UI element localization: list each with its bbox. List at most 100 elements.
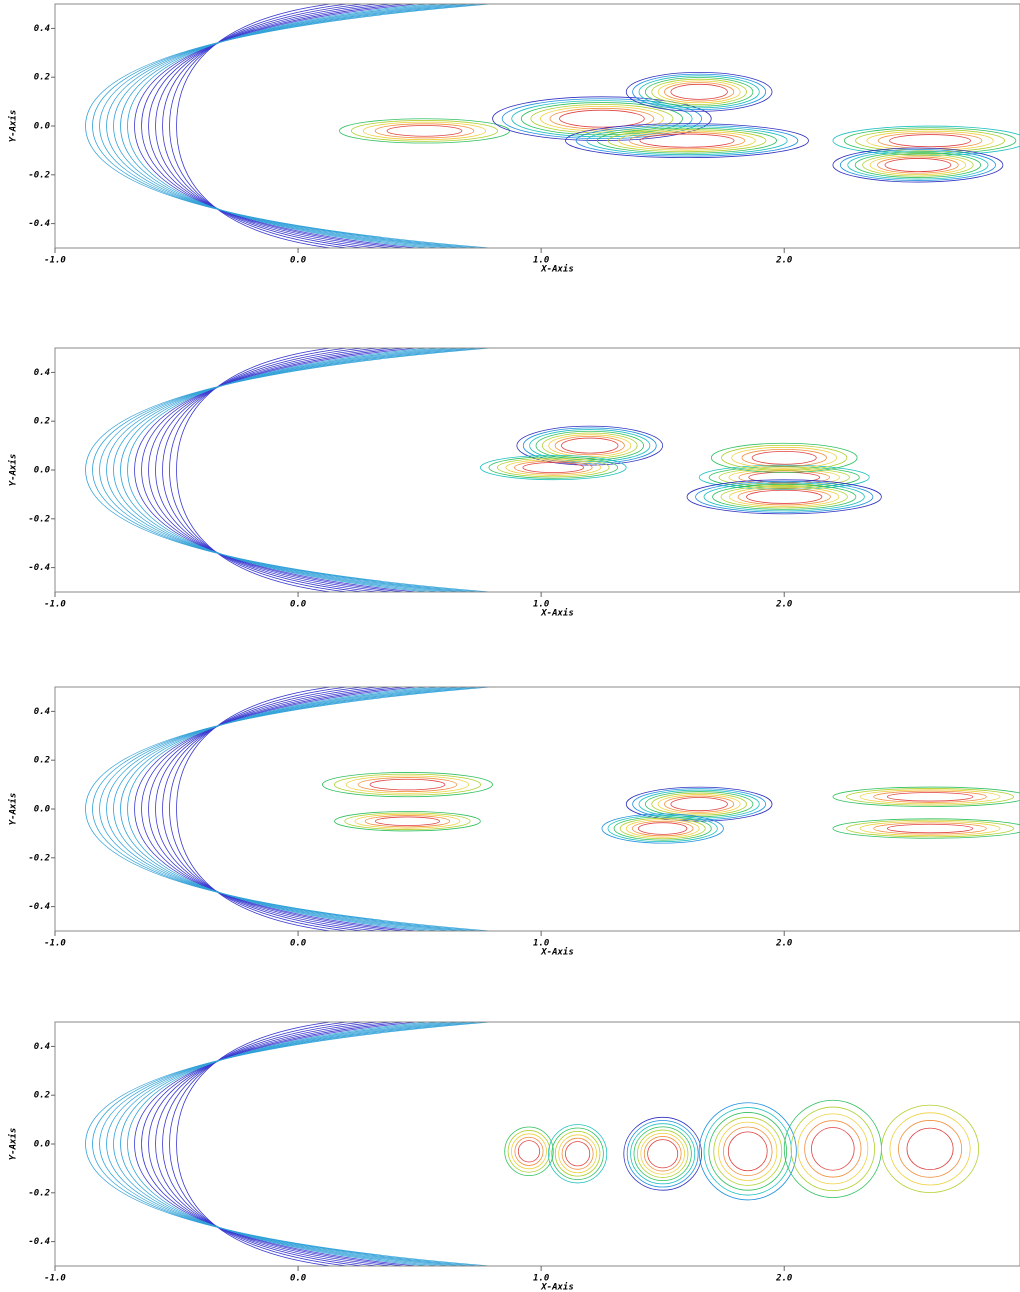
contour-line xyxy=(881,1104,980,1194)
contour-line xyxy=(748,471,821,483)
y-tick-label: 0.2 xyxy=(34,1091,50,1101)
contour-line xyxy=(854,152,982,178)
contour-line xyxy=(357,777,458,793)
plot-frame xyxy=(54,686,1020,932)
y-tick-label: 0.0 xyxy=(34,122,51,132)
contour-line xyxy=(106,348,467,592)
contour-line xyxy=(169,687,351,931)
contour-line xyxy=(339,118,510,144)
contour-line xyxy=(723,1126,773,1177)
contour-line xyxy=(664,795,735,813)
contour-line xyxy=(698,464,870,490)
contour-line xyxy=(884,158,952,173)
contour-line xyxy=(710,442,858,473)
contour-line xyxy=(120,687,445,931)
contour-line xyxy=(832,818,1020,839)
y-tick-label: 0.4 xyxy=(34,24,50,34)
contour-line xyxy=(637,1129,689,1178)
contour-line xyxy=(106,687,467,931)
contour-line xyxy=(554,435,625,456)
y-tick-label: 0.2 xyxy=(34,756,50,766)
contour-line xyxy=(155,348,382,592)
contour-line xyxy=(873,790,987,803)
contour-line xyxy=(846,819,1015,838)
contour-line xyxy=(99,4,477,248)
contour-line xyxy=(134,4,422,248)
contour-line xyxy=(889,1112,971,1186)
contour-panel: -1.0 0.0 1.0 2.0 0.4 0.2 0.0 -0.2 -0.4 X-Axis Y-Ax… xyxy=(8,686,1020,958)
contour-line xyxy=(811,1127,855,1171)
contour-line xyxy=(354,813,461,829)
contour-line xyxy=(640,1132,685,1175)
contour-line xyxy=(162,4,368,248)
contour-line xyxy=(99,348,477,592)
contour-line xyxy=(497,457,610,478)
contour-line xyxy=(344,812,471,830)
contour-line xyxy=(626,1120,699,1188)
contour-line xyxy=(522,462,585,474)
y-tick-label: 0.4 xyxy=(34,368,50,378)
contour-line xyxy=(141,1022,409,1266)
contour-line xyxy=(651,78,747,105)
contour-line xyxy=(628,132,746,150)
contour-line xyxy=(148,687,396,931)
contour-line xyxy=(664,82,735,102)
contour-line xyxy=(631,820,694,837)
contour-line xyxy=(551,1127,604,1180)
contour-line xyxy=(651,792,747,816)
contour-line xyxy=(898,1120,963,1178)
contour-line xyxy=(134,348,422,592)
contour-line xyxy=(127,348,434,592)
y-tick-label: -0.2 xyxy=(28,853,50,863)
contour-panel: -1.0 0.0 1.0 2.0 0.4 0.2 0.0 -0.2 -0.4 X-Axis Y-Ax… xyxy=(8,3,1020,275)
y-tick-label: 0.0 xyxy=(34,466,51,476)
contour-line xyxy=(120,1022,445,1266)
contour-line xyxy=(364,815,451,828)
contour-line xyxy=(517,1140,541,1163)
contour-line xyxy=(522,427,657,464)
contour-line xyxy=(877,132,983,149)
contour-line xyxy=(889,134,971,148)
x-tick-label: 0.0 xyxy=(290,600,307,610)
contour-line xyxy=(106,4,467,248)
contour-line xyxy=(549,107,655,130)
contour-line xyxy=(843,127,1017,154)
contour-line xyxy=(623,1116,702,1191)
contour-line xyxy=(92,348,487,592)
contour-line xyxy=(488,456,619,479)
contour-line xyxy=(176,1022,335,1266)
contour-line xyxy=(561,437,619,454)
contour-line xyxy=(708,1112,788,1191)
contour-line xyxy=(869,155,967,176)
contour-line xyxy=(721,444,848,471)
contour-line xyxy=(643,1136,682,1172)
contour-line xyxy=(886,823,974,834)
contour-line xyxy=(727,1131,768,1172)
x-tick-label: 0.0 xyxy=(290,1274,307,1284)
contour-line xyxy=(601,813,724,844)
contour-line xyxy=(85,348,496,592)
contour-line xyxy=(548,434,632,457)
contour-line xyxy=(386,125,463,137)
contour-line xyxy=(859,821,1001,836)
contour-line xyxy=(637,822,688,835)
contour-line xyxy=(586,126,788,156)
y-tick-label: -0.2 xyxy=(28,1188,50,1198)
contour-line xyxy=(176,687,335,931)
contour-line xyxy=(141,4,409,248)
contour-line xyxy=(698,1102,797,1201)
contour-line xyxy=(169,4,351,248)
contour-line xyxy=(501,98,703,140)
contour-line xyxy=(113,1022,457,1266)
contour-line xyxy=(169,348,351,592)
contour-line xyxy=(846,788,1015,806)
contour-line xyxy=(345,775,470,794)
contour-line xyxy=(720,485,848,509)
y-tick-label: 0.2 xyxy=(34,417,50,427)
plot-frame xyxy=(54,1021,1020,1267)
contour-line xyxy=(362,121,487,141)
contour-line xyxy=(520,102,683,136)
contour-line xyxy=(350,120,499,142)
contour-line xyxy=(113,4,457,248)
